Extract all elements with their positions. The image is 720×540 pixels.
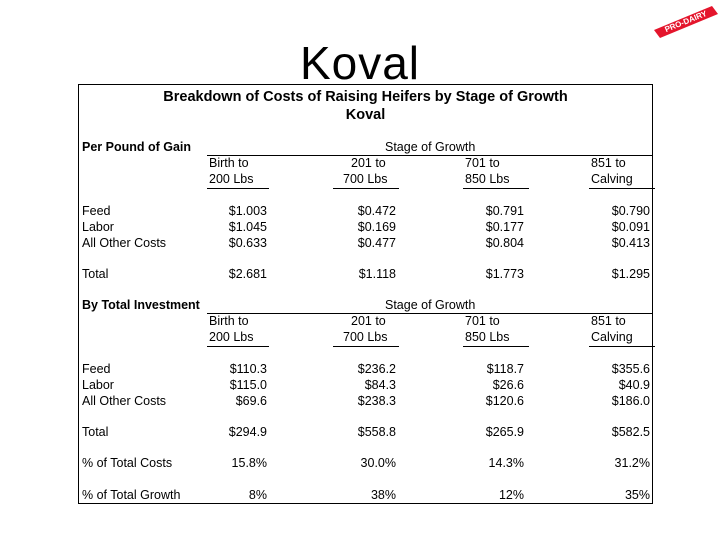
- table-cell: $2.681: [228, 267, 267, 281]
- stage-1-label: Birth to: [209, 314, 249, 328]
- stage-1-label: Birth to: [209, 156, 249, 170]
- stage-4-label: Calving: [591, 172, 633, 186]
- stage-underline: [207, 346, 269, 347]
- row-label: Labor: [82, 220, 114, 234]
- table-cell: $120.6: [485, 394, 524, 408]
- table-cell: $0.791: [485, 204, 524, 218]
- table-cell: $0.413: [611, 236, 650, 250]
- table-cell: $1.295: [611, 267, 650, 281]
- table-cell: 14.3%: [488, 456, 524, 470]
- table-cell: $115.0: [229, 378, 267, 392]
- table-cell: 8%: [248, 488, 267, 502]
- section-heading-total-investment: By Total Investment: [82, 298, 200, 312]
- row-label: % of Total Costs: [82, 456, 173, 470]
- table-subtitle: Koval: [345, 107, 386, 123]
- stage-4-label: 851 to: [591, 156, 626, 170]
- stage-underline: [463, 188, 529, 189]
- table-cell: $0.804: [485, 236, 524, 250]
- table-cell: $0.633: [228, 236, 267, 250]
- logo-text: PRO-DAIRY: [663, 9, 708, 34]
- table-cell: $582.5: [611, 425, 650, 439]
- stage-2-label: 201 to: [351, 156, 386, 170]
- stage-of-growth-header: Stage of Growth: [385, 140, 476, 154]
- table-cell: 12%: [498, 488, 524, 502]
- stage-2-label: 201 to: [351, 314, 386, 328]
- table-cell: $558.8: [357, 425, 396, 439]
- table-cell: $69.6: [235, 394, 267, 408]
- row-label: Labor: [82, 378, 114, 392]
- stage-underline: [589, 346, 655, 347]
- table-cell: $40.9: [618, 378, 650, 392]
- stage-3-label: 850 Lbs: [465, 172, 510, 186]
- table-cell: 35%: [624, 488, 650, 502]
- row-label: All Other Costs: [82, 236, 167, 250]
- pro-dairy-logo: PRO-DAIRY: [654, 6, 718, 38]
- table-cell: $0.177: [485, 220, 524, 234]
- table-cell: 31.2%: [614, 456, 650, 470]
- table-cell: $0.790: [611, 204, 650, 218]
- stage-underline: [207, 188, 269, 189]
- header-rule: [207, 155, 652, 156]
- row-label: % of Total Growth: [82, 488, 181, 502]
- table-cell: $110.3: [229, 362, 267, 376]
- stage-1-label: 200 Lbs: [209, 330, 254, 344]
- table-cell: $238.3: [357, 394, 396, 408]
- table-cell: $1.045: [228, 220, 267, 234]
- table-cell: 38%: [370, 488, 396, 502]
- row-label: All Other Costs: [82, 394, 167, 408]
- table-cell: 15.8%: [231, 456, 267, 470]
- table-cell: $186.0: [611, 394, 650, 408]
- table-cell: $1.118: [358, 267, 396, 281]
- table-title: Breakdown of Costs of Raising Heifers by…: [163, 89, 568, 105]
- table-cell: $1.003: [228, 204, 267, 218]
- stage-underline: [463, 346, 529, 347]
- table-cell: $0.169: [357, 220, 396, 234]
- section-heading-per-pound: Per Pound of Gain: [82, 140, 192, 154]
- table-cell: 30.0%: [360, 456, 396, 470]
- stage-2-label: 700 Lbs: [343, 172, 388, 186]
- table-cell: $0.472: [357, 204, 396, 218]
- stage-3-label: 701 to: [465, 314, 500, 328]
- table-cell: $1.773: [485, 267, 524, 281]
- stage-4-label: Calving: [591, 330, 633, 344]
- stage-3-label: 701 to: [465, 156, 500, 170]
- slide-title: Koval: [299, 37, 421, 89]
- table-cell: $26.6: [492, 378, 524, 392]
- header-rule: [207, 313, 652, 314]
- stage-2-label: 700 Lbs: [343, 330, 388, 344]
- stage-1-label: 200 Lbs: [209, 172, 254, 186]
- row-label: Feed: [82, 362, 111, 376]
- stage-4-label: 851 to: [591, 314, 626, 328]
- table-cell: $0.091: [611, 220, 650, 234]
- stage-of-growth-header: Stage of Growth: [385, 298, 476, 312]
- stage-underline: [333, 346, 399, 347]
- table-cell: $236.2: [357, 362, 396, 376]
- table-cell: $118.7: [486, 362, 524, 376]
- row-label: Total: [82, 267, 109, 281]
- stage-underline: [333, 188, 399, 189]
- cost-breakdown-table: Breakdown of Costs of Raising Heifers by…: [78, 84, 655, 504]
- row-label: Feed: [82, 204, 111, 218]
- table-cell: $294.9: [228, 425, 267, 439]
- table-cell: $0.477: [357, 236, 396, 250]
- table-cell: $84.3: [364, 378, 396, 392]
- stage-3-label: 850 Lbs: [465, 330, 510, 344]
- stage-underline: [589, 188, 655, 189]
- table-cell: $355.6: [611, 362, 650, 376]
- table-cell: $265.9: [485, 425, 524, 439]
- row-label: Total: [82, 425, 109, 439]
